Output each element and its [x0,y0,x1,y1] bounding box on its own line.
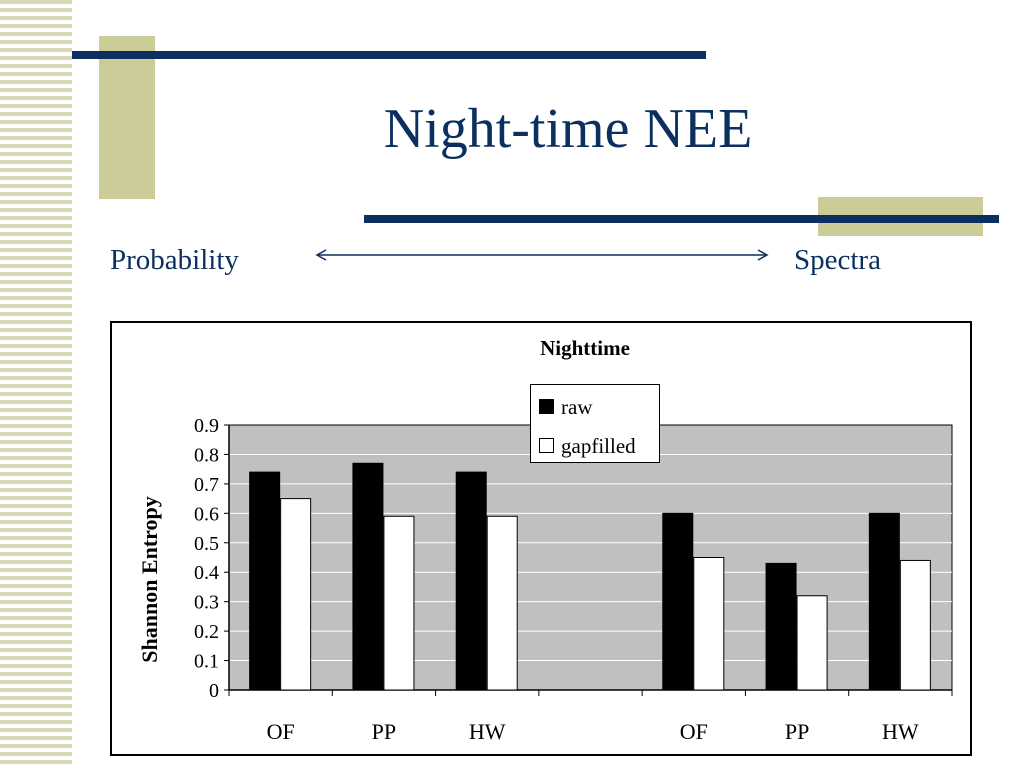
legend-label-gapfilled: gapfilled [561,434,636,458]
x-tick-label: PP [785,719,809,744]
bar-gapfilled-2 [486,515,518,691]
bar-raw-6 [868,512,900,691]
x-tick-label: HW [882,719,919,744]
bar-gapfilled-6 [899,559,931,691]
double-arrow-icon [315,249,769,261]
y-tick-label: 0.2 [194,621,219,643]
probability-label: Probability [110,244,239,276]
y-tick-label: 0 [209,680,219,702]
chart-title: Nighttime [540,336,630,360]
y-tick-label: 0.6 [194,503,219,525]
legend-item-gapfilled: gapfilled [539,434,636,458]
decorative-box-left [99,36,155,199]
y-tick-label: 0.9 [194,415,219,437]
x-tick-label: OF [680,719,708,744]
y-tick-label: 0.1 [194,651,219,673]
legend-swatch-raw [539,399,554,414]
bar-raw-5 [765,562,797,691]
left-stripe-decoration [0,0,72,768]
bar-raw-2 [455,471,487,691]
legend-swatch-gapfilled [539,438,554,453]
slide-title: Night-time NEE [383,98,753,160]
y-tick-label: 0.7 [194,474,219,496]
decorative-bar-right [364,215,999,223]
bar-raw-0 [249,471,281,691]
bar-gapfilled-1 [383,515,415,691]
y-tick-label: 0.8 [194,444,219,466]
plot-area [228,424,953,691]
y-axis-label: Shannon Entropy [137,496,162,663]
x-tick-label: OF [267,719,295,744]
bar-raw-1 [352,462,384,691]
y-tick-label: 0.4 [194,562,219,584]
bar-gapfilled-4 [693,557,725,691]
y-tick-label: 0.5 [194,533,219,555]
spectra-label: Spectra [794,244,881,276]
x-tick-label: PP [372,719,396,744]
legend-item-raw: raw [539,395,592,419]
legend-label-raw: raw [561,395,593,419]
decorative-bar-top [72,51,706,59]
x-tick-label: HW [469,719,506,744]
bar-raw-4 [662,512,694,691]
y-tick-label: 0.3 [194,592,219,614]
bar-gapfilled-0 [280,498,312,691]
chart-legend: raw gapfilled [530,384,660,463]
bar-gapfilled-5 [796,595,828,691]
